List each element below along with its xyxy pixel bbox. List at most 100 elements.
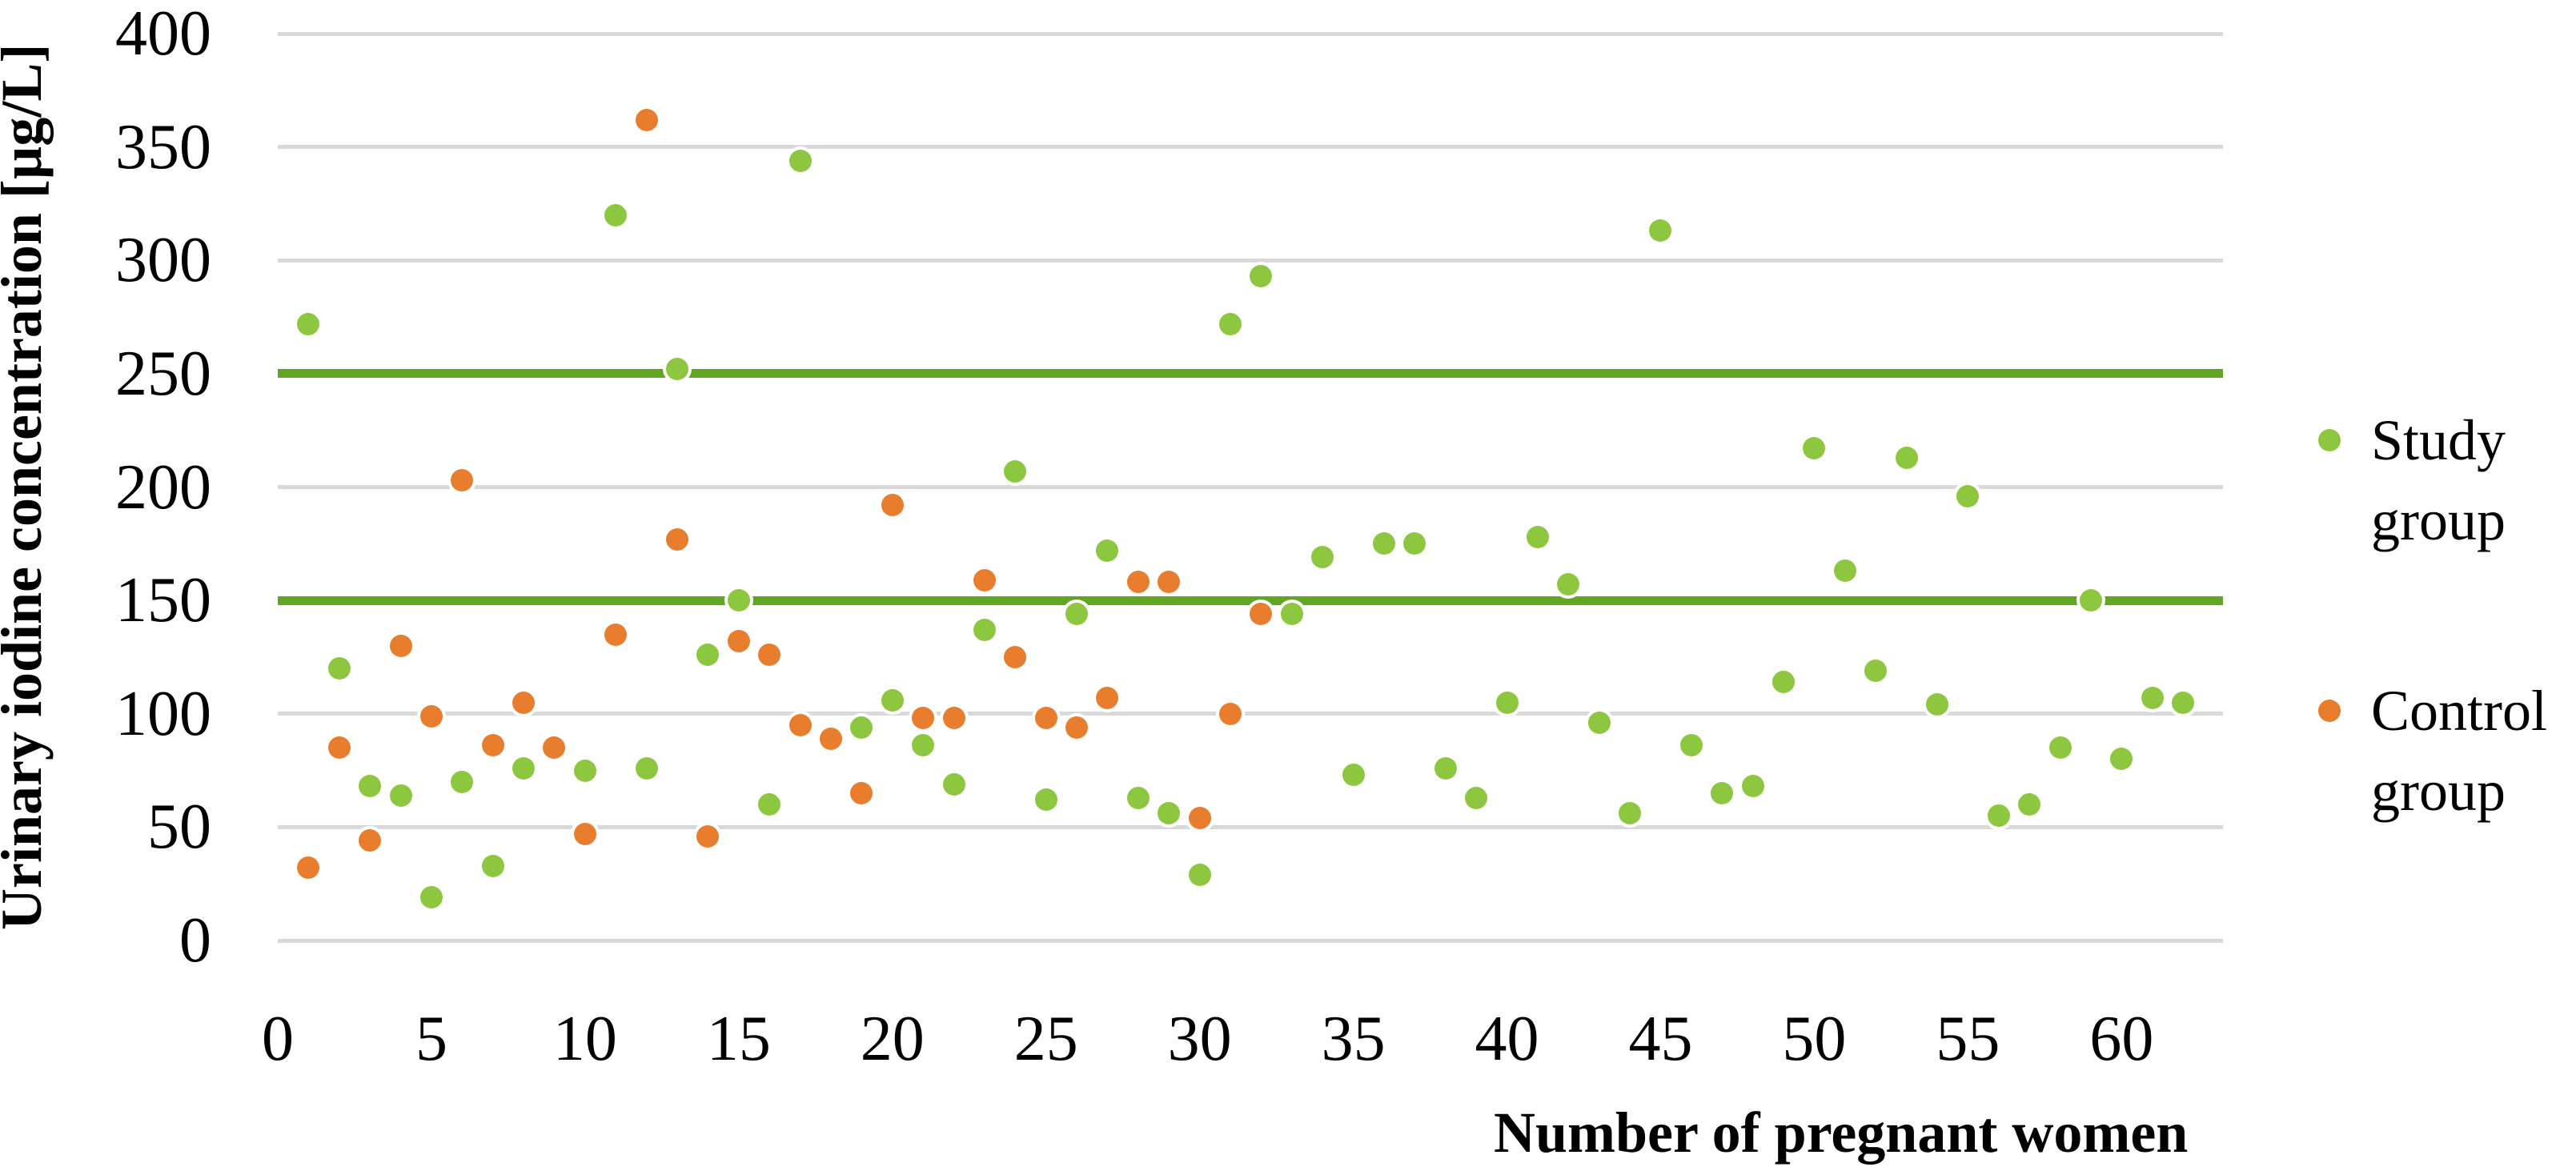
data-point-control xyxy=(1004,645,1027,668)
data-point-study xyxy=(2172,691,2195,714)
data-point-study xyxy=(1465,786,1488,809)
x-tick-label: 50 xyxy=(1782,1004,1847,1074)
data-point-control xyxy=(359,829,382,852)
data-point-control xyxy=(912,707,935,730)
data-point-study xyxy=(1126,786,1150,809)
data-point-study xyxy=(1342,764,1365,787)
data-point-study xyxy=(1956,484,1980,507)
y-tick-label: 50 xyxy=(147,792,211,863)
data-point-study xyxy=(1557,573,1580,596)
data-point-study xyxy=(1004,459,1027,483)
data-point-study xyxy=(1679,734,1703,757)
grid-line xyxy=(278,938,2223,943)
data-point-control xyxy=(666,527,689,551)
data-point-control xyxy=(1034,707,1057,730)
data-point-study xyxy=(327,657,351,680)
data-point-study xyxy=(696,644,720,667)
data-point-study xyxy=(912,734,935,757)
data-point-study xyxy=(451,770,474,793)
data-point-control xyxy=(512,691,536,714)
data-point-study xyxy=(2018,793,2041,816)
data-point-study xyxy=(1925,693,1948,716)
data-point-study xyxy=(635,756,658,780)
data-point-control xyxy=(1096,686,1119,709)
data-point-control xyxy=(973,568,996,592)
data-point-study xyxy=(481,854,504,877)
y-tick-label: 100 xyxy=(115,678,211,749)
data-point-study xyxy=(758,793,781,816)
y-tick-label: 150 xyxy=(115,565,211,636)
data-point-study xyxy=(1495,691,1519,714)
data-point-study xyxy=(297,312,320,335)
data-point-control xyxy=(419,704,443,728)
data-point-study xyxy=(881,688,904,712)
data-point-study xyxy=(1526,525,1549,548)
data-point-study xyxy=(1895,446,1918,469)
data-point-study xyxy=(359,775,382,798)
data-point-study xyxy=(419,886,443,909)
data-point-study xyxy=(2048,736,2072,760)
data-point-control xyxy=(727,630,750,653)
data-point-control xyxy=(1126,571,1150,594)
data-point-study xyxy=(1096,539,1119,562)
y-tick-label: 300 xyxy=(115,225,211,296)
data-point-study xyxy=(573,759,596,782)
x-tick-label: 30 xyxy=(1167,1004,1232,1074)
data-point-control xyxy=(1065,716,1089,739)
data-point-study xyxy=(1311,546,1334,569)
data-point-study xyxy=(1833,559,1856,583)
data-point-study xyxy=(2110,748,2133,771)
y-tick-label: 250 xyxy=(115,338,211,409)
x-tick-label: 5 xyxy=(415,1004,447,1074)
x-tick-label: 40 xyxy=(1475,1004,1539,1074)
data-point-study xyxy=(1619,802,1642,825)
data-point-study xyxy=(512,756,536,780)
data-point-study xyxy=(942,772,965,796)
data-point-study xyxy=(604,203,628,227)
y-tick-label: 200 xyxy=(115,451,211,523)
data-point-control xyxy=(819,727,842,750)
data-point-control xyxy=(881,494,904,517)
data-point-study xyxy=(666,358,689,381)
grid-line xyxy=(278,145,2223,150)
data-point-study xyxy=(1741,775,1764,798)
x-tick-label: 25 xyxy=(1013,1004,1078,1074)
data-point-study xyxy=(389,784,412,807)
data-point-study xyxy=(1987,804,2010,828)
grid-line xyxy=(278,824,2223,829)
y-tick-label: 0 xyxy=(179,905,211,976)
data-point-control xyxy=(327,736,351,760)
data-point-study xyxy=(1587,712,1611,735)
data-point-study xyxy=(1065,603,1089,626)
data-point-control xyxy=(1250,603,1273,626)
x-tick-label: 15 xyxy=(706,1004,771,1074)
control-group-marker-icon xyxy=(2318,700,2341,722)
x-tick-label: 45 xyxy=(1628,1004,1693,1074)
data-point-control xyxy=(850,781,873,804)
data-point-control xyxy=(758,644,781,667)
x-tick-label: 20 xyxy=(860,1004,925,1074)
legend-item-study-group: Study group xyxy=(2318,400,2506,560)
data-point-study xyxy=(1772,671,1796,694)
study-group-label: Study group xyxy=(2371,408,2506,552)
x-tick-label: 10 xyxy=(552,1004,617,1074)
x-tick-label: 35 xyxy=(1321,1004,1386,1074)
data-point-study xyxy=(1034,788,1057,812)
plot-area: 0 50 100 150 200 250 300 350 400 0 5 10 15 20 25 30 35 40… xyxy=(115,2,2223,1071)
x-axis-title: Number of pregnant women xyxy=(1494,1101,2189,1165)
data-point-control xyxy=(1219,702,1242,725)
data-point-study xyxy=(1649,219,1672,243)
data-point-study xyxy=(1280,603,1303,626)
data-point-study xyxy=(973,618,996,641)
y-tick-label: 350 xyxy=(115,111,211,182)
data-point-study xyxy=(1403,532,1426,555)
data-point-control xyxy=(297,856,320,880)
grid-line xyxy=(278,31,2223,36)
data-point-control xyxy=(788,713,812,736)
grid-line xyxy=(278,258,2223,263)
data-point-control xyxy=(543,736,566,760)
legend-item-control-group: Control group xyxy=(2318,671,2547,831)
data-point-study xyxy=(1188,863,1211,886)
control-group-label: Control group xyxy=(2371,679,2548,823)
